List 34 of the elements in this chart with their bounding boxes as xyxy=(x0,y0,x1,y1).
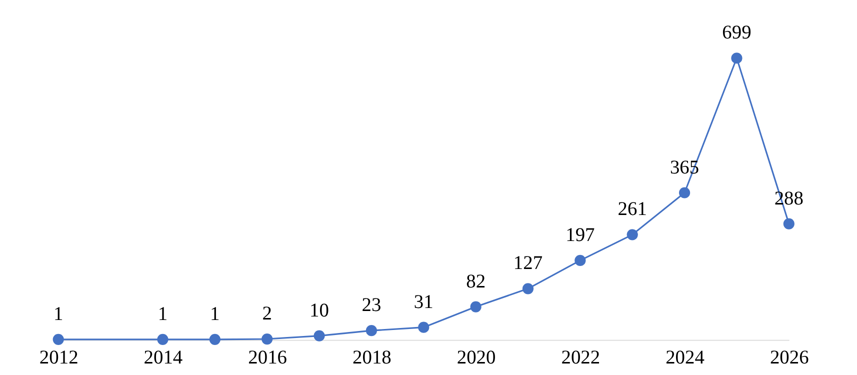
point xyxy=(783,218,794,230)
x-tick-label: 2026 xyxy=(770,348,810,369)
x-tick-label: 2024 xyxy=(666,348,705,369)
data-label: 1 xyxy=(210,304,220,325)
point xyxy=(679,187,690,198)
data-label: 82 xyxy=(466,271,486,292)
data-label: 197 xyxy=(566,224,596,246)
x-tick-label: 2018 xyxy=(352,348,392,369)
data-label: 23 xyxy=(362,295,382,316)
data-label: 127 xyxy=(513,253,543,274)
point xyxy=(470,301,482,312)
x-tick-label: 2022 xyxy=(561,348,600,369)
data-label: 31 xyxy=(414,292,434,313)
x-tick-label: 2020 xyxy=(456,348,496,369)
data-label: 261 xyxy=(618,199,647,220)
x-tick-label: 2012 xyxy=(39,348,78,369)
point xyxy=(209,334,220,345)
data-label: 2 xyxy=(262,304,272,325)
point xyxy=(522,283,534,294)
point xyxy=(262,333,273,345)
data-label: 1 xyxy=(158,304,168,325)
point xyxy=(418,322,430,333)
data-label: 10 xyxy=(310,300,329,322)
x-tick-label: 2016 xyxy=(248,348,288,369)
point xyxy=(314,330,325,342)
data-label: 699 xyxy=(722,22,752,44)
point xyxy=(731,52,742,64)
point xyxy=(626,229,638,240)
point xyxy=(366,325,377,336)
point xyxy=(574,254,586,266)
point xyxy=(157,334,168,345)
data-label: 1 xyxy=(54,304,64,325)
point xyxy=(52,334,64,345)
x-tick-label: 2014 xyxy=(144,348,183,369)
